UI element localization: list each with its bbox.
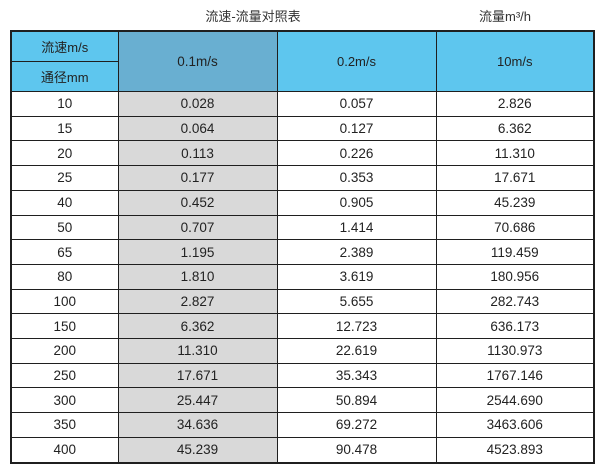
value-cell-10ms: 70.686 (435, 214, 595, 241)
table-row: 100 2.827 5.655 282.743 (10, 288, 595, 315)
value-cell-0.2ms: 90.478 (276, 436, 437, 464)
diameter-cell: 50 (10, 214, 119, 241)
diameter-cell: 300 (10, 387, 119, 414)
page-title: 流速-流量对照表 (205, 9, 301, 24)
value-cell-10ms: 636.173 (435, 313, 595, 340)
value-cell-10ms: 119.459 (435, 239, 595, 265)
table-row: 50 0.707 1.414 70.686 (10, 214, 595, 241)
value-cell-10ms: 2.826 (435, 91, 595, 117)
value-cell-0.2ms: 0.353 (276, 165, 437, 191)
diameter-cell: 65 (10, 239, 119, 265)
table-row: 25 0.177 0.353 17.671 (10, 165, 595, 191)
value-cell-10ms: 6.362 (435, 115, 595, 142)
diameter-cell: 400 (10, 436, 119, 464)
diameter-cell: 25 (10, 165, 119, 191)
column-header-0.2ms: 0.2m/s (276, 30, 437, 92)
value-cell-0.1ms: 0.707 (117, 214, 278, 241)
diameter-cell: 150 (10, 313, 119, 340)
table-row: 300 25.447 50.894 2544.690 (10, 387, 595, 414)
value-cell-0.2ms: 0.057 (276, 91, 437, 117)
value-cell-10ms: 1767.146 (435, 362, 595, 389)
value-cell-0.1ms: 0.064 (117, 115, 278, 142)
diameter-cell: 250 (10, 362, 119, 389)
value-cell-0.1ms: 11.310 (117, 338, 278, 364)
value-cell-10ms: 1130.973 (435, 338, 595, 364)
table-row: 350 34.636 69.272 3463.606 (10, 412, 595, 438)
value-cell-0.1ms: 0.177 (117, 165, 278, 191)
diameter-cell: 350 (10, 412, 119, 438)
value-cell-0.2ms: 0.127 (276, 115, 437, 142)
corner-diameter-label: 通径mm (10, 61, 119, 92)
diameter-cell: 200 (10, 338, 119, 364)
diameter-cell: 100 (10, 288, 119, 315)
table-row: 200 11.310 22.619 1130.973 (10, 338, 595, 364)
table-row: 150 6.362 12.723 636.173 (10, 313, 595, 340)
value-cell-0.2ms: 0.905 (276, 189, 437, 216)
value-cell-0.2ms: 2.389 (276, 239, 437, 265)
table-header: 流速m/s 0.1m/s 0.2m/s 10m/s 通径mm (10, 30, 595, 92)
flow-table: 流速m/s 0.1m/s 0.2m/s 10m/s 通径mm 10 0.028 … (10, 30, 595, 464)
column-header-10ms: 10m/s (435, 30, 595, 92)
table-row: 20 0.113 0.226 11.310 (10, 140, 595, 167)
diameter-cell: 40 (10, 189, 119, 216)
value-cell-0.1ms: 0.028 (117, 91, 278, 117)
value-cell-0.2ms: 5.655 (276, 288, 437, 315)
value-cell-0.2ms: 3.619 (276, 263, 437, 290)
value-cell-0.1ms: 2.827 (117, 288, 278, 315)
value-cell-0.1ms: 6.362 (117, 313, 278, 340)
table-row: 65 1.195 2.389 119.459 (10, 239, 595, 265)
table-row: 40 0.452 0.905 45.239 (10, 189, 595, 216)
table-row: 10 0.028 0.057 2.826 (10, 91, 595, 117)
value-cell-10ms: 45.239 (435, 189, 595, 216)
value-cell-0.2ms: 1.414 (276, 214, 437, 241)
title-bar: 流速-流量对照表 流量m³/h (0, 0, 600, 30)
table-row: 80 1.810 3.619 180.956 (10, 263, 595, 290)
value-cell-0.2ms: 35.343 (276, 362, 437, 389)
value-cell-0.1ms: 45.239 (117, 436, 278, 464)
value-cell-0.1ms: 17.671 (117, 362, 278, 389)
table-body: 10 0.028 0.057 2.826 15 0.064 0.127 6.36… (10, 91, 595, 464)
table-row: 400 45.239 90.478 4523.893 (10, 436, 595, 464)
value-cell-10ms: 4523.893 (435, 436, 595, 464)
diameter-cell: 80 (10, 263, 119, 290)
value-cell-0.1ms: 1.810 (117, 263, 278, 290)
value-cell-10ms: 11.310 (435, 140, 595, 167)
value-cell-10ms: 17.671 (435, 165, 595, 191)
diameter-cell: 15 (10, 115, 119, 142)
table-row: 250 17.671 35.343 1767.146 (10, 362, 595, 389)
corner-velocity-label: 流速m/s (10, 30, 119, 62)
diameter-cell: 20 (10, 140, 119, 167)
value-cell-0.2ms: 0.226 (276, 140, 437, 167)
value-cell-10ms: 180.956 (435, 263, 595, 290)
value-cell-0.1ms: 34.636 (117, 412, 278, 438)
value-cell-0.1ms: 0.113 (117, 140, 278, 167)
unit-label: 流量m³/h (478, 9, 532, 24)
diameter-cell: 10 (10, 91, 119, 117)
table-row: 15 0.064 0.127 6.362 (10, 115, 595, 142)
value-cell-0.2ms: 69.272 (276, 412, 437, 438)
value-cell-10ms: 3463.606 (435, 412, 595, 438)
value-cell-0.1ms: 25.447 (117, 387, 278, 414)
value-cell-0.2ms: 22.619 (276, 338, 437, 364)
value-cell-0.2ms: 12.723 (276, 313, 437, 340)
value-cell-10ms: 2544.690 (435, 387, 595, 414)
column-header-0.1ms: 0.1m/s (117, 30, 278, 92)
value-cell-0.2ms: 50.894 (276, 387, 437, 414)
value-cell-0.1ms: 0.452 (117, 189, 278, 216)
value-cell-0.1ms: 1.195 (117, 239, 278, 265)
value-cell-10ms: 282.743 (435, 288, 595, 315)
